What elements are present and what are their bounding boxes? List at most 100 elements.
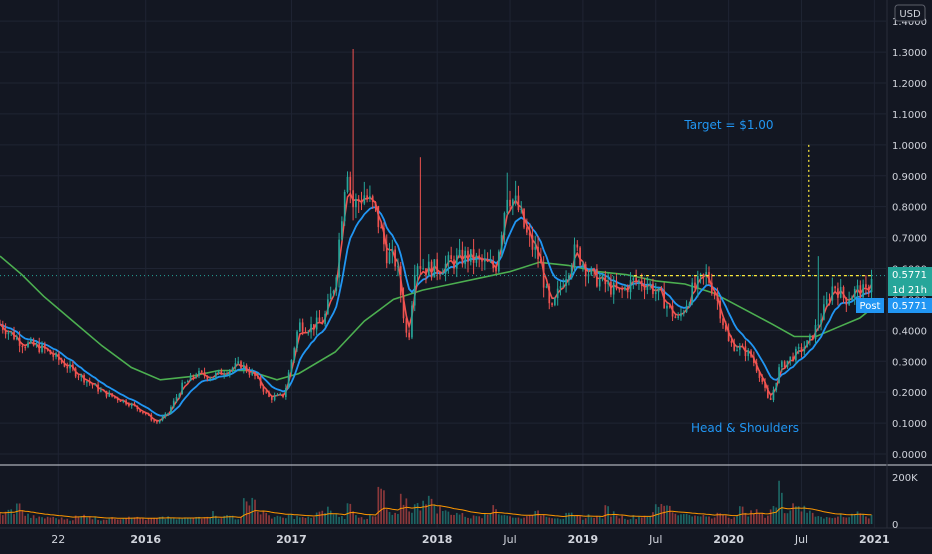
candle-body[interactable]	[828, 298, 831, 301]
candle-body[interactable]	[192, 375, 195, 378]
candle-body[interactable]	[800, 347, 803, 352]
candle-body[interactable]	[643, 286, 646, 290]
time-axis[interactable]: 22 2016 2017 2018 Jul 2019 Jul 2020 Jul 2021	[51, 533, 889, 546]
currency-badge[interactable]: USD	[894, 4, 926, 22]
candle-body[interactable]	[870, 278, 873, 293]
price-axis[interactable]: 0.00000.10000.20000.30000.40000.50000.60…	[892, 17, 927, 461]
candle-body[interactable]	[265, 391, 268, 393]
candle-body[interactable]	[74, 368, 77, 377]
candle-body[interactable]	[181, 382, 183, 395]
candle-body[interactable]	[385, 244, 388, 264]
candle-body[interactable]	[178, 394, 181, 398]
candle-body[interactable]	[212, 377, 214, 379]
candle-body[interactable]	[761, 377, 764, 382]
candle-body[interactable]	[184, 382, 186, 384]
candle-body[interactable]	[803, 347, 806, 352]
candle-body[interactable]	[825, 298, 828, 305]
candle-body[interactable]	[517, 195, 520, 211]
candle-body[interactable]	[416, 266, 419, 276]
candle-body[interactable]	[797, 347, 800, 349]
candle-body[interactable]	[464, 250, 467, 265]
candle-body[interactable]	[164, 413, 167, 417]
candle-body[interactable]	[747, 350, 750, 357]
candle-body[interactable]	[733, 342, 736, 351]
candle-body[interactable]	[685, 305, 688, 312]
candlestick-series[interactable]	[0, 49, 873, 425]
candle-body[interactable]	[584, 264, 587, 277]
candle-body[interactable]	[69, 364, 71, 369]
pattern-annotation[interactable]: Head & Shoulders	[691, 421, 799, 435]
candle-body[interactable]	[590, 268, 593, 275]
candle-body[interactable]	[55, 353, 57, 357]
candle-body[interactable]	[450, 255, 453, 260]
candle-body[interactable]	[72, 364, 74, 369]
candle-body[interactable]	[86, 381, 88, 383]
candle-body[interactable]	[270, 396, 273, 400]
candle-body[interactable]	[24, 347, 27, 349]
candle-body[interactable]	[708, 272, 710, 283]
candle-body[interactable]	[63, 362, 66, 367]
candle-body[interactable]	[251, 372, 254, 375]
candle-body[interactable]	[307, 332, 310, 334]
candle-body[interactable]	[702, 274, 705, 276]
candle-body[interactable]	[789, 356, 792, 361]
candle-body[interactable]	[668, 305, 671, 307]
candle-body[interactable]	[88, 381, 91, 384]
candle-body[interactable]	[167, 412, 169, 414]
candle-body[interactable]	[624, 287, 626, 290]
candle-body[interactable]	[551, 303, 553, 306]
candle-body[interactable]	[453, 259, 455, 269]
candle-body[interactable]	[741, 346, 744, 348]
candle-body[interactable]	[654, 292, 657, 295]
candle-body[interactable]	[32, 339, 35, 346]
candle-body[interactable]	[534, 246, 537, 250]
candle-body[interactable]	[304, 331, 307, 333]
candle-body[interactable]	[430, 261, 433, 278]
candle-body[interactable]	[514, 195, 517, 200]
candle-body[interactable]	[851, 297, 853, 301]
candle-body[interactable]	[21, 345, 24, 348]
candle-body[interactable]	[660, 287, 663, 291]
candle-body[interactable]	[699, 274, 702, 276]
candle-body[interactable]	[649, 283, 651, 286]
candle-body[interactable]	[809, 335, 811, 341]
candle-body[interactable]	[1, 324, 4, 330]
candle-body[interactable]	[7, 332, 10, 335]
candle-body[interactable]	[366, 195, 368, 199]
candle-body[interactable]	[399, 266, 402, 296]
candle-body[interactable]	[489, 260, 492, 262]
candle-body[interactable]	[369, 196, 371, 199]
candle-body[interactable]	[220, 370, 223, 375]
candle-body[interactable]	[91, 383, 94, 386]
candle-body[interactable]	[335, 277, 338, 291]
candle-body[interactable]	[80, 374, 83, 377]
candle-body[interactable]	[472, 249, 475, 263]
candle-body[interactable]	[783, 361, 786, 368]
candle-body[interactable]	[674, 316, 677, 318]
candle-body[interactable]	[750, 350, 752, 357]
candle-body[interactable]	[142, 412, 144, 414]
candle-body[interactable]	[209, 378, 212, 380]
candle-body[interactable]	[705, 272, 708, 276]
candle-body[interactable]	[402, 295, 405, 319]
candle-body[interactable]	[837, 288, 839, 298]
candle-body[interactable]	[332, 290, 335, 294]
candle-body[interactable]	[500, 235, 503, 252]
candle-body[interactable]	[419, 266, 422, 269]
candle-body[interactable]	[240, 361, 242, 369]
candle-body[interactable]	[593, 268, 595, 270]
candle-body[interactable]	[523, 208, 525, 228]
candle-body[interactable]	[175, 397, 178, 401]
candle-body[interactable]	[582, 264, 584, 266]
candle-body[interactable]	[562, 285, 565, 287]
candle-body[interactable]	[262, 386, 265, 392]
candle-body[interactable]	[422, 268, 424, 270]
candle-body[interactable]	[276, 394, 279, 396]
candle-body[interactable]	[374, 202, 377, 206]
candle-body[interactable]	[329, 293, 332, 300]
candle-body[interactable]	[360, 201, 363, 204]
candle-body[interactable]	[4, 329, 7, 335]
candle-body[interactable]	[377, 205, 380, 228]
candle-body[interactable]	[293, 348, 296, 361]
